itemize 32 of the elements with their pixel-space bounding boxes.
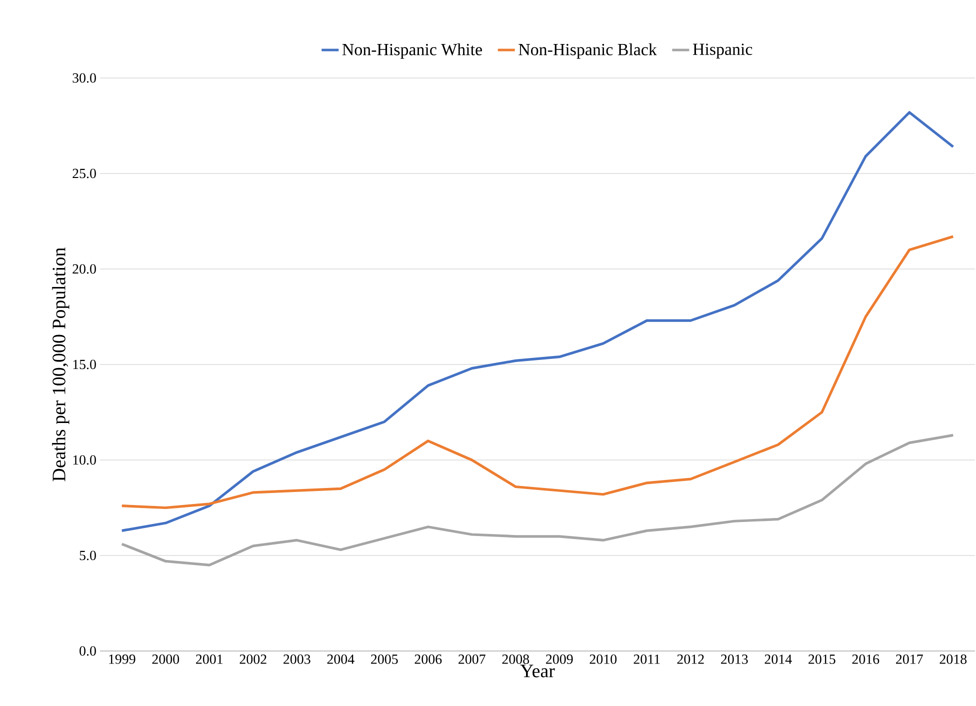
x-tick-label: 2013 bbox=[721, 654, 748, 664]
y-axis-title: Deaths per 100,000 Population bbox=[52, 248, 70, 482]
y-tick-label: 10.0 bbox=[73, 455, 96, 465]
x-tick-label: 2011 bbox=[634, 654, 660, 664]
x-tick-label: 2017 bbox=[896, 654, 923, 664]
y-tick-label: 25.0 bbox=[72, 168, 96, 178]
x-tick-label: 1999 bbox=[109, 654, 136, 664]
y-tick-label: 5.0 bbox=[80, 550, 96, 560]
x-tick-label: 2018 bbox=[940, 654, 967, 664]
y-tick-label: 0.0 bbox=[80, 646, 96, 656]
x-tick-label: 2009 bbox=[546, 654, 573, 664]
x-tick-label: 2005 bbox=[371, 654, 398, 664]
x-tick-label: 2006 bbox=[414, 654, 442, 664]
y-tick-label: 30.0 bbox=[72, 73, 96, 83]
x-tick-label: 2007 bbox=[458, 654, 486, 664]
x-tick-label: 2004 bbox=[327, 654, 354, 664]
legend-label: Hispanic bbox=[692, 44, 752, 58]
x-tick-label: 2010 bbox=[590, 654, 617, 664]
x-axis-title: Year bbox=[520, 664, 555, 678]
x-tick-label: 2008 bbox=[502, 654, 530, 664]
x-tick-label: 2012 bbox=[677, 654, 704, 664]
legend-label: Non-Hispanic White bbox=[342, 43, 482, 59]
x-tick-label: 2003 bbox=[284, 654, 310, 664]
y-tick-label: 15.0 bbox=[73, 360, 96, 370]
x-tick-label: 2001 bbox=[196, 654, 222, 664]
y-tick-label: 20.0 bbox=[72, 264, 96, 274]
x-tick-label: 2016 bbox=[852, 654, 880, 664]
x-tick-label: 2014 bbox=[764, 654, 792, 664]
legend-label: Non-Hispanic Black bbox=[518, 43, 657, 59]
x-tick-label: 2002 bbox=[240, 654, 266, 664]
x-tick-label: 2000 bbox=[152, 654, 180, 664]
x-tick-label: 2015 bbox=[808, 654, 836, 664]
